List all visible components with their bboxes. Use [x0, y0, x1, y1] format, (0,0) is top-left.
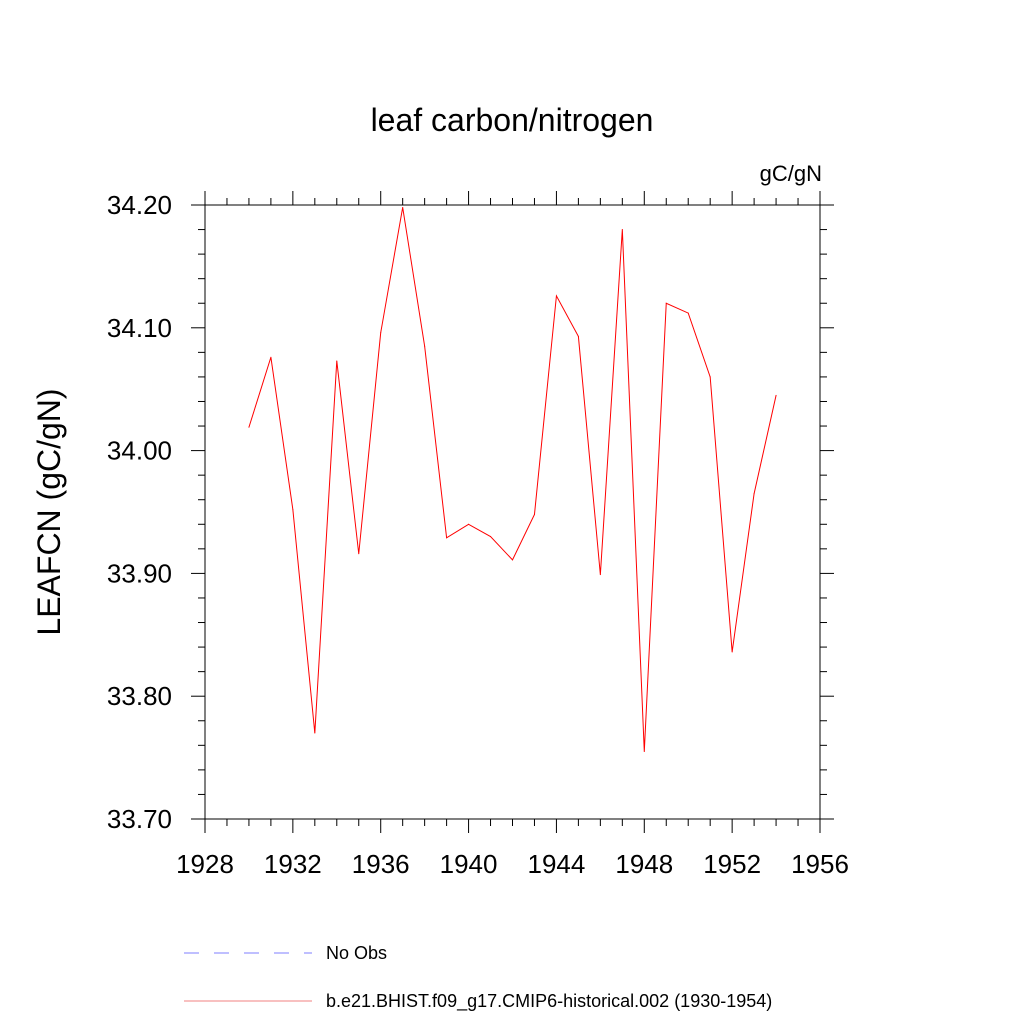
data-point — [753, 493, 755, 495]
data-point — [380, 332, 382, 334]
y-axis-label: LEAFCN (gC/gN) — [31, 388, 67, 635]
data-point — [446, 537, 448, 539]
x-tick-label: 1928 — [176, 849, 234, 879]
data-point — [555, 295, 557, 297]
data-point — [621, 229, 623, 231]
chart-title: leaf carbon/nitrogen — [371, 102, 654, 138]
series-line-model — [248, 207, 777, 752]
data-point — [643, 750, 645, 752]
data-point — [775, 394, 777, 396]
data-point — [292, 509, 294, 511]
y-tick-label: 33.90 — [107, 558, 172, 588]
x-tick-label: 1940 — [440, 849, 498, 879]
y-tick-label: 34.20 — [107, 190, 172, 220]
data-point — [270, 356, 272, 358]
x-tick-label: 1952 — [703, 849, 761, 879]
data-point — [512, 559, 513, 561]
axis-ticks — [191, 191, 834, 833]
y-tick-label: 33.80 — [107, 681, 172, 711]
x-tick-label: 1932 — [264, 849, 322, 879]
data-point — [314, 732, 316, 734]
data-point — [731, 651, 733, 653]
data-point — [358, 553, 360, 555]
data-point — [336, 360, 338, 362]
y-tick-label: 34.10 — [107, 313, 172, 343]
data-point — [402, 206, 404, 208]
data-point — [599, 574, 601, 576]
x-tick-labels: 1928 1932 1936 1940 1944 1948 1952 1956 — [176, 849, 849, 879]
legend-label-model: b.e21.BHIST.f09_g17.CMIP6-historical.002… — [326, 991, 772, 1012]
x-tick-label: 1944 — [528, 849, 586, 879]
units-label: gC/gN — [760, 161, 822, 186]
data-point — [687, 312, 689, 314]
data-point — [424, 345, 426, 347]
data-point — [665, 302, 667, 304]
y-tick-labels: 33.70 33.80 33.90 34.00 34.10 34.20 — [107, 190, 172, 834]
data-point — [533, 513, 535, 515]
series-points — [248, 206, 777, 752]
data-point — [709, 376, 711, 378]
plot-frame — [204, 204, 821, 820]
x-tick-label: 1936 — [352, 849, 410, 879]
x-tick-label: 1948 — [615, 849, 673, 879]
data-point — [248, 426, 250, 428]
x-tick-label: 1956 — [791, 849, 849, 879]
y-tick-label: 34.00 — [107, 436, 172, 466]
data-point — [490, 536, 492, 538]
data-point — [468, 523, 470, 525]
y-tick-label: 33.70 — [107, 804, 172, 834]
data-point — [577, 335, 579, 337]
legend-label-no-obs: No Obs — [326, 943, 387, 963]
